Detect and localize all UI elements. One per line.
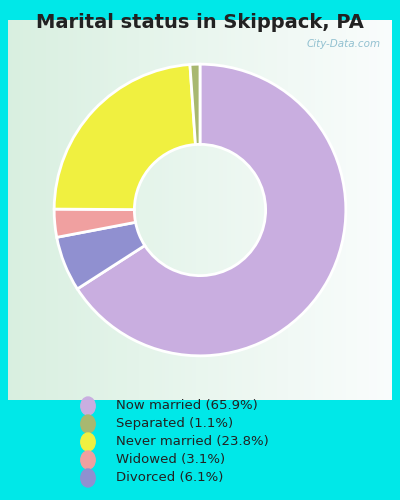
Text: Marital status in Skippack, PA: Marital status in Skippack, PA	[36, 12, 364, 32]
Wedge shape	[54, 209, 136, 238]
Text: Separated (1.1%): Separated (1.1%)	[116, 418, 233, 430]
Text: Now married (65.9%): Now married (65.9%)	[116, 400, 258, 412]
Text: Never married (23.8%): Never married (23.8%)	[116, 436, 269, 448]
Wedge shape	[57, 222, 145, 289]
Wedge shape	[190, 64, 200, 144]
Text: Divorced (6.1%): Divorced (6.1%)	[116, 472, 223, 484]
Wedge shape	[54, 64, 196, 210]
Text: City-Data.com: City-Data.com	[306, 39, 380, 49]
Text: Widowed (3.1%): Widowed (3.1%)	[116, 454, 225, 466]
Wedge shape	[77, 64, 346, 356]
